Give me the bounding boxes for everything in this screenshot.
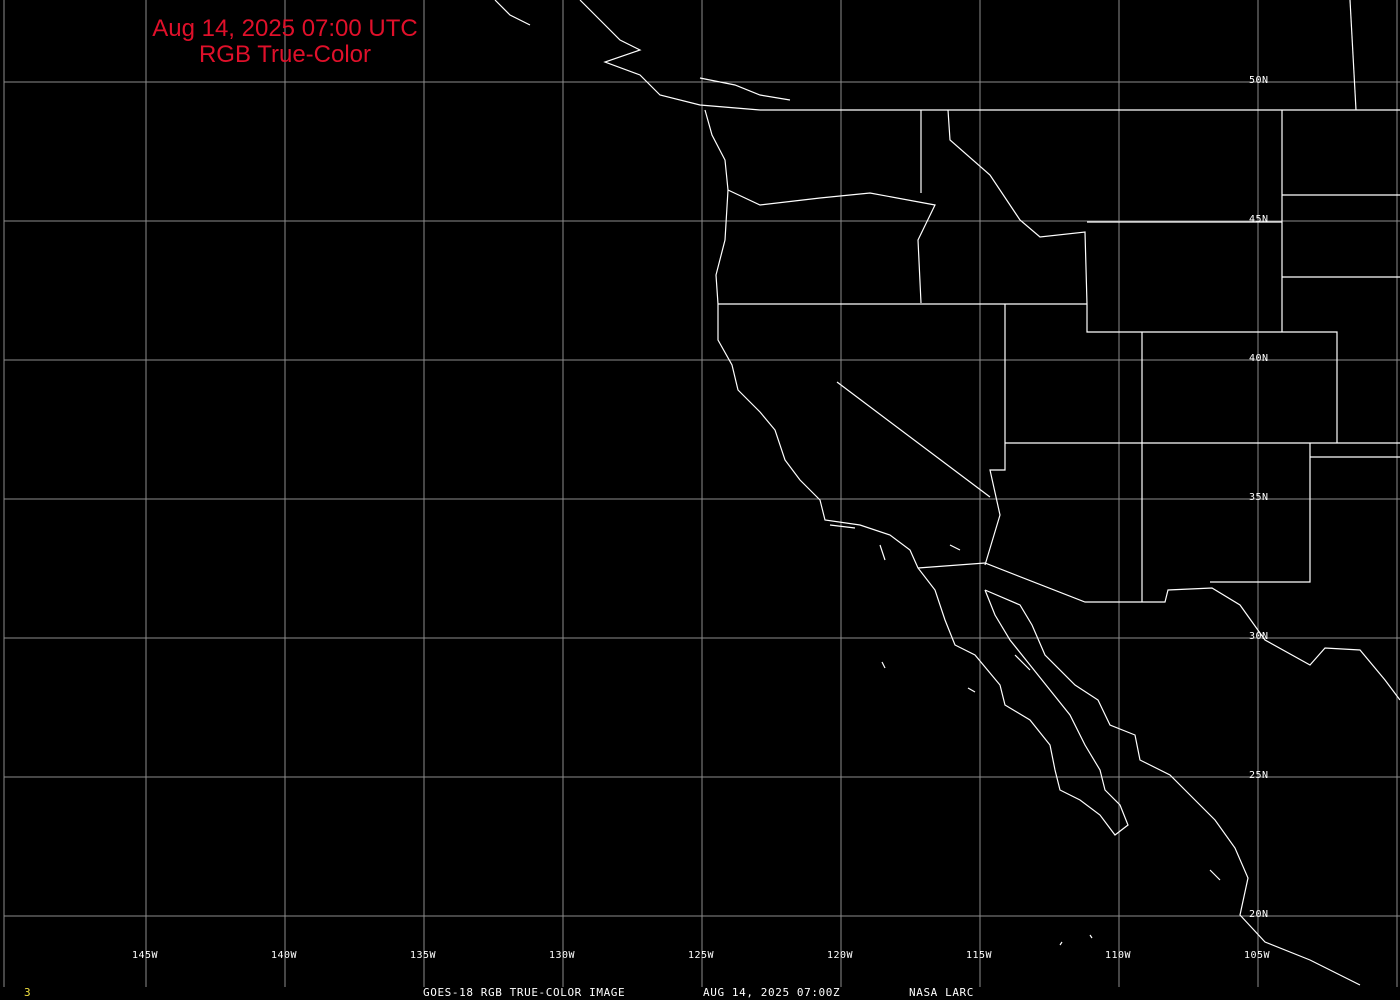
canada-province-border	[1349, 0, 1357, 111]
lat-lon-grid	[3, 0, 1400, 987]
state-borders	[718, 109, 1400, 602]
lon-label: 110W	[1105, 950, 1132, 961]
footer-timestamp: AUG 14, 2025 07:00Z	[703, 986, 841, 999]
lat-label: 40N	[1249, 353, 1269, 364]
lon-label: 120W	[827, 950, 854, 961]
lon-label: 125W	[688, 950, 715, 961]
lon-label: 115W	[966, 950, 993, 961]
islands	[829, 524, 1221, 946]
lon-label: 140W	[271, 950, 298, 961]
lon-label: 105W	[1244, 950, 1271, 961]
lat-label: 25N	[1249, 770, 1269, 781]
pacific-coast	[704, 109, 1129, 836]
lat-label: 45N	[1249, 214, 1269, 225]
footer-caption: GOES-18 RGB TRUE-COLOR IMAGE	[423, 986, 626, 999]
footer-credit: NASA LARC	[909, 986, 975, 999]
lat-label: 20N	[1249, 909, 1269, 920]
coastlines-and-borders	[494, 0, 1400, 986]
us-mexico-border	[917, 562, 1400, 701]
lon-label: 130W	[549, 950, 576, 961]
lon-label: 135W	[410, 950, 437, 961]
frame-number: 3	[24, 986, 32, 999]
lat-label: 50N	[1249, 75, 1269, 86]
bc-coast	[494, 0, 791, 111]
lat-label: 30N	[1249, 631, 1269, 642]
title-product: RGB True-Color	[198, 41, 372, 68]
lon-label: 145W	[132, 950, 159, 961]
mexico-mainland-coast	[984, 589, 1361, 986]
title-date: Aug 14, 2025 07:00 UTC	[152, 15, 418, 42]
lat-label: 35N	[1249, 492, 1269, 503]
